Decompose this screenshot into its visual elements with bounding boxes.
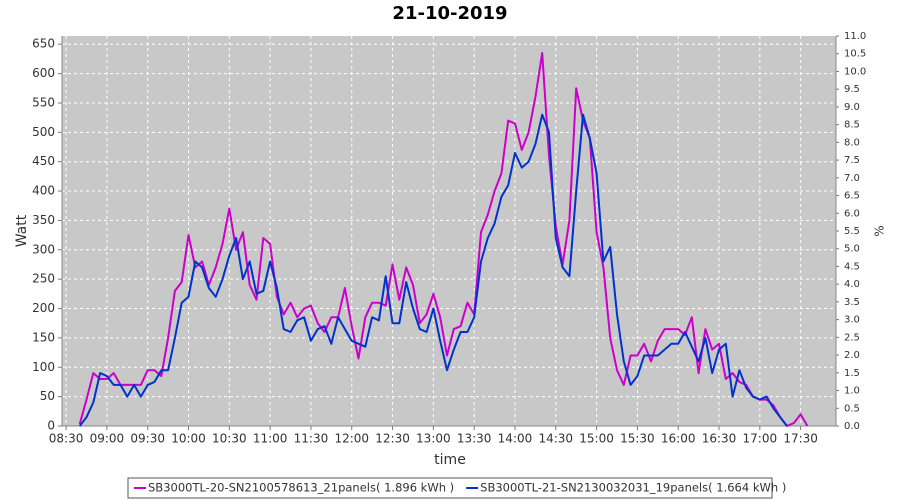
y2-axis-label: % <box>873 225 887 236</box>
x-tick-label: 09:30 <box>130 432 165 446</box>
x-tick-label: 14:30 <box>538 432 573 446</box>
x-tick-label: 15:30 <box>620 432 655 446</box>
series-line <box>78 52 809 427</box>
y-tick-label: 300 <box>32 242 55 256</box>
y-tick-label: 0 <box>47 419 55 433</box>
y-tick-label: 350 <box>32 213 55 227</box>
x-tick-label: 10:00 <box>171 432 206 446</box>
x-tick-label: 09:00 <box>90 432 125 446</box>
y2-tick-label: 7.5 <box>844 155 860 166</box>
y2-tick-label: 8.5 <box>844 120 860 131</box>
x-tick-label: 12:30 <box>375 432 410 446</box>
legend <box>127 477 773 499</box>
y2-tick-label: 9.5 <box>844 84 860 95</box>
y-tick-label: 600 <box>32 66 55 80</box>
y-tick-label: 500 <box>32 125 55 139</box>
y2-tick-label: 9.0 <box>844 102 860 113</box>
y-tick-label: 400 <box>32 184 55 198</box>
y2-tick-label: 6.5 <box>844 191 860 202</box>
x-tick-label: 17:00 <box>743 432 778 446</box>
y-tick-label: 650 <box>32 37 55 51</box>
y-tick-label: 150 <box>32 330 55 344</box>
x-tick-label: 13:30 <box>457 432 492 446</box>
y2-tick-label: 3.0 <box>844 315 860 326</box>
y2-tick-label: 0.0 <box>844 421 860 432</box>
y-tick-label: 50 <box>40 389 55 403</box>
y2-tick-label: 1.5 <box>844 368 860 379</box>
y2-tick-label: 5.0 <box>844 244 860 255</box>
x-tick-label: 13:00 <box>416 432 451 446</box>
y-tick-label: 250 <box>32 272 55 286</box>
legend-label: SB3000TL-21-SN2130032031_19panels( 1.664… <box>480 481 786 495</box>
x-tick-label: 12:00 <box>334 432 369 446</box>
y-tick-label: 200 <box>32 301 55 315</box>
y2-tick-label: 5.5 <box>844 226 860 237</box>
x-tick-label: 17:30 <box>783 432 818 446</box>
y2-tick-label: 7.0 <box>844 173 860 184</box>
x-tick-label: 14:00 <box>498 432 533 446</box>
x-tick-label: 16:30 <box>702 432 737 446</box>
series-line <box>78 113 788 427</box>
x-tick-label: 11:30 <box>294 432 329 446</box>
x-tick-label: 16:00 <box>661 432 696 446</box>
y2-tick-label: 1.0 <box>844 386 860 397</box>
y-tick-label: 450 <box>32 154 55 168</box>
y2-tick-label: 10.0 <box>844 66 866 77</box>
y2-tick-label: 11.0 <box>844 31 866 42</box>
x-tick-label: 08:30 <box>49 432 84 446</box>
y2-tick-label: 10.5 <box>844 49 866 60</box>
y-axis-label: Watt <box>14 214 30 247</box>
x-tick-label: 11:00 <box>253 432 288 446</box>
y2-tick-label: 4.5 <box>844 261 860 272</box>
x-tick-label: 15:00 <box>579 432 614 446</box>
y-tick-label: 100 <box>32 360 55 374</box>
y2-tick-label: 6.0 <box>844 208 860 219</box>
y2-tick-label: 2.5 <box>844 332 860 343</box>
x-tick-label: 10:30 <box>212 432 247 446</box>
y2-tick-label: 4.0 <box>844 279 860 290</box>
y2-tick-label: 0.5 <box>844 403 860 414</box>
legend-label: SB3000TL-20-SN2100578613_21panels( 1.896… <box>148 481 454 495</box>
y2-tick-label: 8.0 <box>844 137 860 148</box>
y2-tick-label: 3.5 <box>844 297 860 308</box>
y2-tick-label: 2.0 <box>844 350 860 361</box>
x-axis-label: time <box>434 452 466 468</box>
y-tick-label: 550 <box>32 95 55 109</box>
chart-title: 21-10-2019 <box>392 3 507 24</box>
